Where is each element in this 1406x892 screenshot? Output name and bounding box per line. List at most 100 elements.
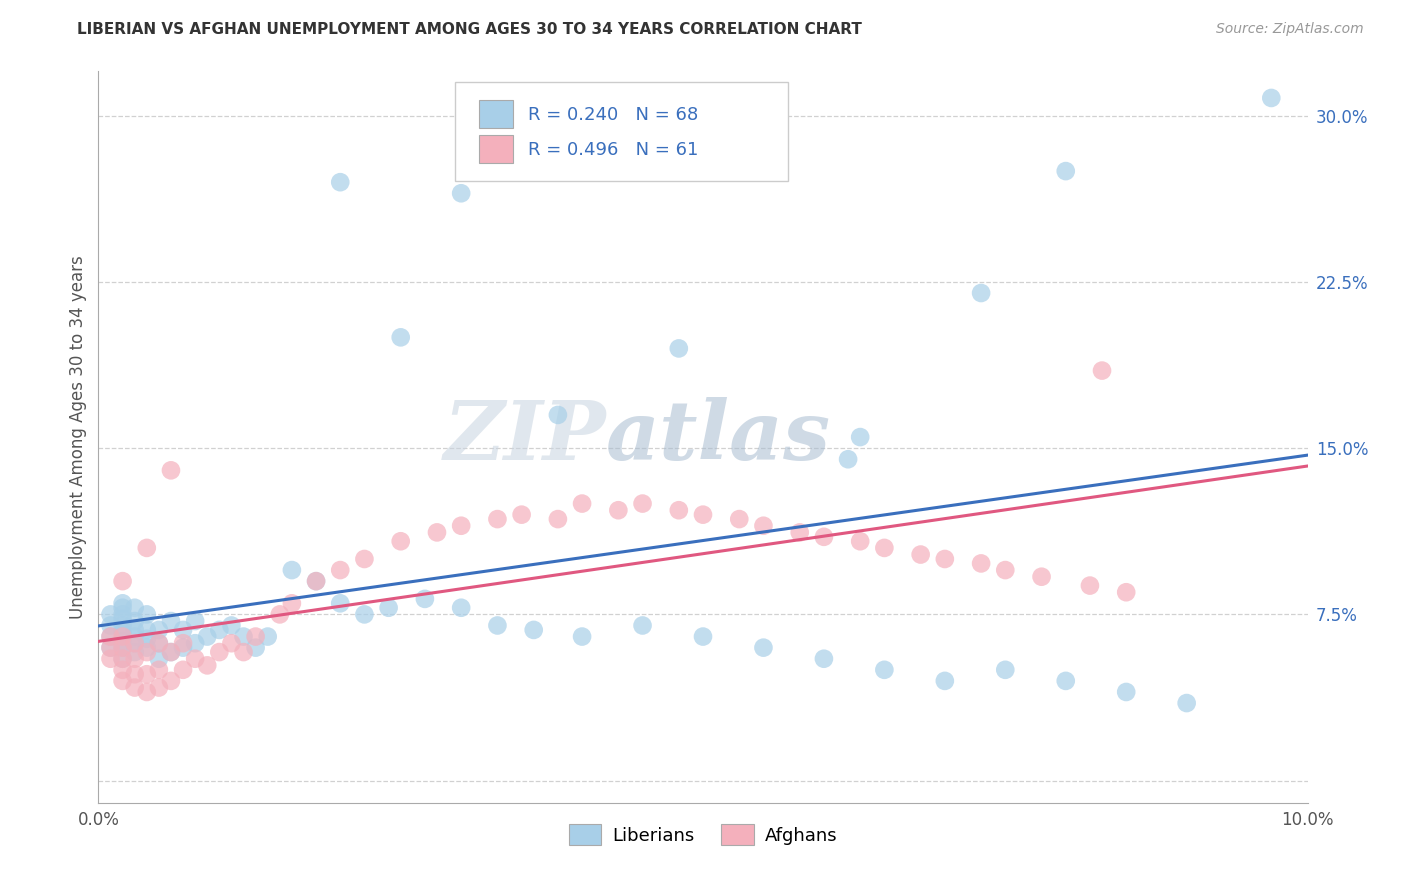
Point <box>135 685 157 699</box>
Point <box>111 618 134 632</box>
Point <box>486 512 509 526</box>
Point <box>124 614 146 628</box>
Text: R = 0.240   N = 68: R = 0.240 N = 68 <box>527 106 697 124</box>
Point <box>111 651 134 665</box>
Text: Source: ZipAtlas.com: Source: ZipAtlas.com <box>1216 22 1364 37</box>
Point <box>910 548 932 562</box>
Point <box>160 614 183 628</box>
Point <box>100 651 122 665</box>
Point <box>148 636 170 650</box>
Point <box>124 651 146 665</box>
Point <box>160 463 183 477</box>
Point <box>184 636 207 650</box>
Point <box>269 607 291 622</box>
Point <box>111 663 134 677</box>
Point <box>426 525 449 540</box>
Point <box>1260 91 1282 105</box>
Point <box>124 645 146 659</box>
Point <box>668 342 690 356</box>
Point <box>1078 578 1101 592</box>
Point <box>160 645 183 659</box>
Point <box>329 596 352 610</box>
Text: atlas: atlas <box>606 397 831 477</box>
FancyBboxPatch shape <box>456 82 787 181</box>
Point <box>789 525 811 540</box>
Point <box>305 574 328 589</box>
Point <box>523 623 546 637</box>
Point <box>1091 363 1114 377</box>
Bar <box>479 100 513 128</box>
Point <box>160 673 183 688</box>
Point <box>510 508 533 522</box>
Point <box>389 534 412 549</box>
Point <box>172 663 194 677</box>
Point <box>631 497 654 511</box>
Point <box>837 452 859 467</box>
Point <box>184 651 207 665</box>
Point <box>571 497 593 511</box>
Point <box>305 574 328 589</box>
Point <box>111 640 134 655</box>
Point <box>994 663 1017 677</box>
Point <box>111 673 134 688</box>
Point <box>135 632 157 646</box>
Point <box>135 623 157 637</box>
Point <box>450 186 472 201</box>
Point <box>1031 570 1053 584</box>
Point <box>135 607 157 622</box>
Point <box>135 645 157 659</box>
Point <box>124 630 146 644</box>
Point <box>100 640 122 655</box>
Point <box>245 630 267 644</box>
Point <box>329 563 352 577</box>
Bar <box>479 135 513 163</box>
Point <box>849 534 872 549</box>
Point <box>232 645 254 659</box>
Text: R = 0.496   N = 61: R = 0.496 N = 61 <box>527 141 697 159</box>
Point <box>111 625 134 640</box>
Point <box>111 574 134 589</box>
Point <box>148 636 170 650</box>
Point <box>450 518 472 533</box>
Point <box>813 651 835 665</box>
Point <box>353 607 375 622</box>
Point <box>873 541 896 555</box>
Point <box>135 640 157 655</box>
Point <box>607 503 630 517</box>
Point <box>135 541 157 555</box>
Point <box>353 552 375 566</box>
Point <box>100 630 122 644</box>
Point <box>256 630 278 644</box>
Point <box>124 636 146 650</box>
Point <box>221 618 243 632</box>
Point <box>245 640 267 655</box>
Point <box>281 596 304 610</box>
Point <box>389 330 412 344</box>
Point <box>172 640 194 655</box>
Point <box>813 530 835 544</box>
Point <box>208 645 231 659</box>
Text: LIBERIAN VS AFGHAN UNEMPLOYMENT AMONG AGES 30 TO 34 YEARS CORRELATION CHART: LIBERIAN VS AFGHAN UNEMPLOYMENT AMONG AG… <box>77 22 862 37</box>
Point <box>728 512 751 526</box>
Point <box>631 618 654 632</box>
Point <box>281 563 304 577</box>
Point <box>752 640 775 655</box>
Point <box>232 630 254 644</box>
Point <box>148 623 170 637</box>
Point <box>692 630 714 644</box>
Point <box>1175 696 1198 710</box>
Point <box>124 636 146 650</box>
Point <box>1115 685 1137 699</box>
Point <box>111 607 134 622</box>
Point <box>184 614 207 628</box>
Point <box>752 518 775 533</box>
Point <box>111 634 134 648</box>
Point <box>195 658 218 673</box>
Point <box>934 552 956 566</box>
Point <box>124 667 146 681</box>
Point <box>221 636 243 650</box>
Point <box>111 600 134 615</box>
Point <box>100 607 122 622</box>
Point <box>172 636 194 650</box>
Point <box>970 285 993 300</box>
